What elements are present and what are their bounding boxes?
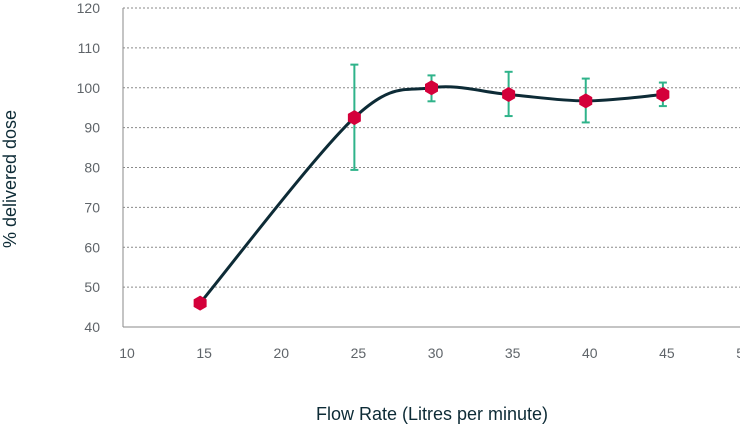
- y-tick-label-80: 80: [84, 160, 100, 176]
- x-tick-labels: 10 15 20 25 30 35 40 45 50: [119, 345, 740, 361]
- y-tick-label-90: 90: [84, 120, 100, 136]
- data-point-35: [502, 87, 516, 103]
- series-line: [198, 85, 663, 305]
- x-tick-label-20: 20: [273, 345, 289, 361]
- data-markers: [193, 80, 670, 311]
- error-bars: [350, 63, 667, 171]
- x-tick-label-40: 40: [582, 345, 598, 361]
- x-axis-title: Flow Rate (Litres per minute): [316, 404, 548, 424]
- y-tick-labels: 40 50 60 70 80 90 100 110 120: [77, 0, 101, 335]
- data-point-40: [579, 93, 593, 109]
- y-tick-label-40: 40: [84, 319, 100, 335]
- x-tick-label-25: 25: [351, 345, 367, 361]
- data-point-15: [193, 295, 207, 311]
- x-tick-label-50: 50: [736, 345, 740, 361]
- x-tick-label-10: 10: [119, 345, 135, 361]
- y-tick-label-110: 110: [78, 40, 101, 56]
- y-tick-label-100: 100: [77, 80, 101, 96]
- x-tick-label-15: 15: [196, 345, 212, 361]
- y-axis-title: % delivered dose: [0, 110, 20, 248]
- data-point-30: [425, 80, 438, 96]
- grid-lines: [123, 7, 740, 288]
- x-tick-label-45: 45: [659, 345, 675, 361]
- y-tick-label-120: 120: [77, 0, 101, 16]
- data-point-45: [656, 87, 670, 103]
- x-tick-label-30: 30: [428, 345, 444, 361]
- y-tick-label-60: 60: [84, 239, 100, 255]
- x-tick-label-35: 35: [505, 345, 521, 361]
- y-tick-label-70: 70: [84, 199, 100, 215]
- data-point-25: [347, 110, 361, 126]
- y-tick-label-50: 50: [84, 279, 100, 295]
